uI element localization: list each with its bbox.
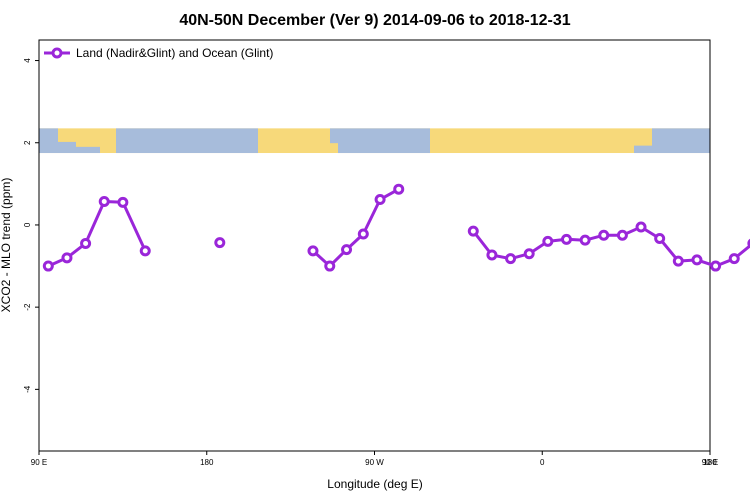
data-point [635, 221, 647, 233]
x-tick-label: 90 E [31, 458, 47, 467]
data-point [80, 237, 92, 249]
map-ocean-region [116, 128, 258, 154]
x-tick-label: 90 W [365, 458, 384, 467]
data-point [61, 252, 73, 264]
y-axis: -4 -2 0 2 4 [23, 58, 39, 393]
data-point [728, 253, 740, 265]
x-axis-label: Longitude (deg E) [327, 477, 422, 491]
y-tick-label: 2 [23, 140, 32, 145]
y-tick-label: 4 [23, 58, 32, 63]
world-map-strip [39, 128, 710, 154]
data-point [341, 244, 353, 256]
data-point [486, 249, 498, 261]
data-point [616, 229, 628, 241]
x-tick-label: 180 [703, 458, 717, 467]
data-point [654, 233, 666, 245]
y-tick-label: -2 [23, 303, 32, 311]
y-tick-label: -4 [23, 385, 32, 393]
data-point [374, 193, 386, 205]
data-point [505, 253, 517, 265]
map-ocean-region [76, 146, 100, 154]
y-axis-label: XCO2 - MLO trend (ppm) [0, 178, 13, 313]
series-line [311, 187, 400, 268]
legend-label: Land (Nadir&Glint) and Ocean (Glint) [76, 46, 273, 60]
data-point [117, 196, 129, 208]
map-ocean-region [330, 128, 338, 144]
data-point [324, 260, 336, 272]
data-point [214, 237, 226, 249]
x-tick-label: 90 E [702, 458, 718, 467]
chart-title: 40N-50N December (Ver 9) 2014-09-06 to 2… [179, 12, 570, 29]
data-point [523, 248, 535, 260]
data-point [139, 245, 151, 257]
data-point [467, 225, 479, 237]
data-series [42, 183, 750, 272]
map-ocean-region [652, 128, 710, 154]
map-ocean-region [58, 141, 76, 154]
map-ocean-region [338, 128, 430, 154]
map-ocean-region [634, 145, 652, 154]
data-point [42, 260, 54, 272]
x-tick-label: 0 [540, 458, 545, 467]
y-tick-label: 0 [23, 222, 32, 227]
data-point [357, 228, 369, 240]
x-tick-label: 180 [200, 458, 214, 467]
data-point [710, 260, 722, 272]
data-point [393, 183, 405, 195]
plot-frame [38, 39, 711, 452]
data-point [579, 234, 591, 246]
data-point [98, 196, 110, 208]
data-point [672, 255, 684, 267]
map-ocean-region [39, 128, 58, 154]
data-point [542, 235, 554, 247]
data-point [560, 233, 572, 245]
data-point [691, 254, 703, 266]
legend-marker-swatch [51, 47, 63, 59]
data-point [598, 229, 610, 241]
legend: Land (Nadir&Glint) and Ocean (Glint) [44, 46, 273, 60]
data-point [307, 245, 319, 257]
